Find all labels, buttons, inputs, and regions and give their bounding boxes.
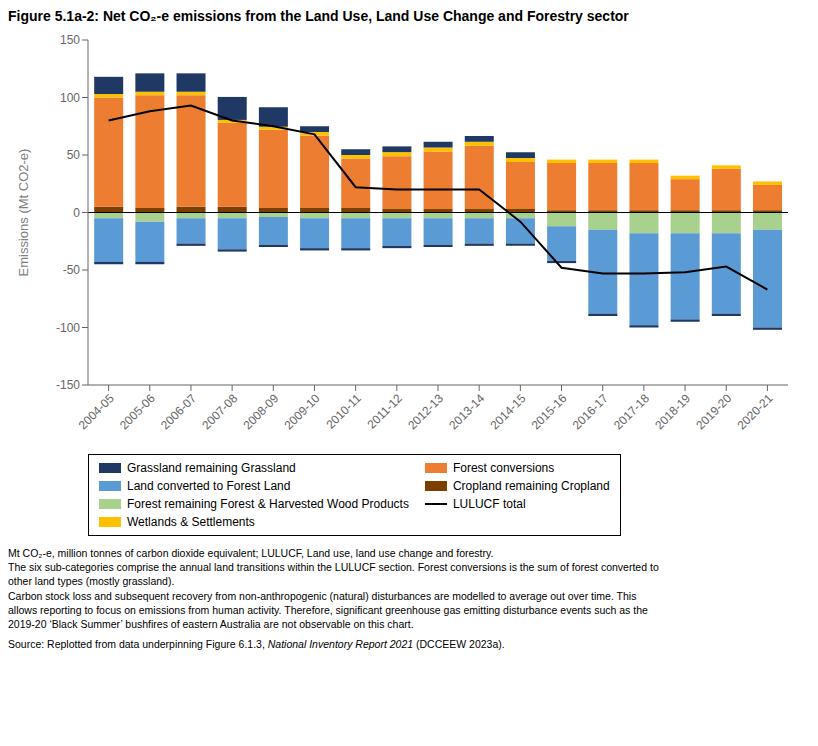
svg-text:2020-21: 2020-21 — [735, 391, 776, 432]
svg-text:2007-08: 2007-08 — [199, 391, 240, 432]
svg-text:2011-12: 2011-12 — [365, 391, 406, 432]
svg-text:50: 50 — [67, 148, 81, 162]
html-text:Cropland remaining Cropland: Cropland remaining Cropland — [452, 479, 610, 493]
html-text:LULUCF total: LULUCF total — [452, 497, 526, 511]
svg-text:100: 100 — [60, 91, 80, 105]
svg-text:-50: -50 — [63, 263, 81, 277]
svg-text:2017-18: 2017-18 — [611, 391, 652, 432]
html-text:allows reporting to focus on e: allows reporting to focus on emissions f… — [8, 603, 648, 616]
svg-text:-150: -150 — [56, 378, 80, 392]
svg-text:2014-15: 2014-15 — [487, 391, 528, 432]
html-text:Forest conversions: Forest conversions — [452, 461, 555, 475]
html-text:Carbon stock loss and subseque: Carbon stock loss and subsequent recover… — [8, 589, 637, 602]
html-text:Figure 5.1a-2: Net CO₂-e emiss: Figure 5.1a-2: Net CO₂-e emissions from … — [8, 8, 629, 24]
html-text:Mt CO₂-e, million tonnes of ca: Mt CO₂-e, million tonnes of carbon dioxi… — [8, 547, 494, 559]
html-text:other land types (mostly grass: other land types (mostly grassland). — [8, 575, 175, 588]
svg-text:2010-11: 2010-11 — [323, 391, 364, 432]
html-text:Grassland remaining Grassland: Grassland remaining Grassland — [127, 461, 296, 475]
svg-text:0: 0 — [73, 206, 80, 220]
svg-text:2005-06: 2005-06 — [117, 391, 158, 432]
svg-text:2016-17: 2016-17 — [570, 391, 611, 432]
svg-text:2012-13: 2012-13 — [405, 391, 446, 432]
html-text:2019-20 ‘Black Summer’ bushfir: 2019-20 ‘Black Summer’ bushfires of east… — [8, 617, 414, 630]
html-text:Source: Replotted from data un: Source: Replotted from data underpinning… — [8, 638, 505, 650]
html-text:Land converted to Forest Land: Land converted to Forest Land — [127, 479, 291, 493]
svg-text:2015-16: 2015-16 — [529, 391, 570, 432]
svg-text:2008-09: 2008-09 — [240, 391, 281, 432]
svg-text:Emissions (Mt CO2-e): Emissions (Mt CO2-e) — [16, 149, 31, 277]
svg-text:2009-10: 2009-10 — [282, 391, 323, 432]
html-text:Wetlands & Settlements: Wetlands & Settlements — [127, 515, 255, 529]
svg-text:2018-19: 2018-19 — [652, 391, 693, 432]
html-text:Forest remaining Forest & Harv: Forest remaining Forest & Harvested Wood… — [127, 497, 409, 511]
svg-text:150: 150 — [60, 33, 80, 47]
html-text:The six sub-categories compris: The six sub-categories comprise the annu… — [8, 561, 659, 574]
svg-text:-100: -100 — [56, 321, 80, 335]
svg-text:2006-07: 2006-07 — [158, 391, 199, 432]
svg-text:2004-05: 2004-05 — [76, 391, 117, 432]
svg-text:2019-20: 2019-20 — [693, 391, 734, 432]
svg-text:2013-14: 2013-14 — [446, 391, 487, 432]
